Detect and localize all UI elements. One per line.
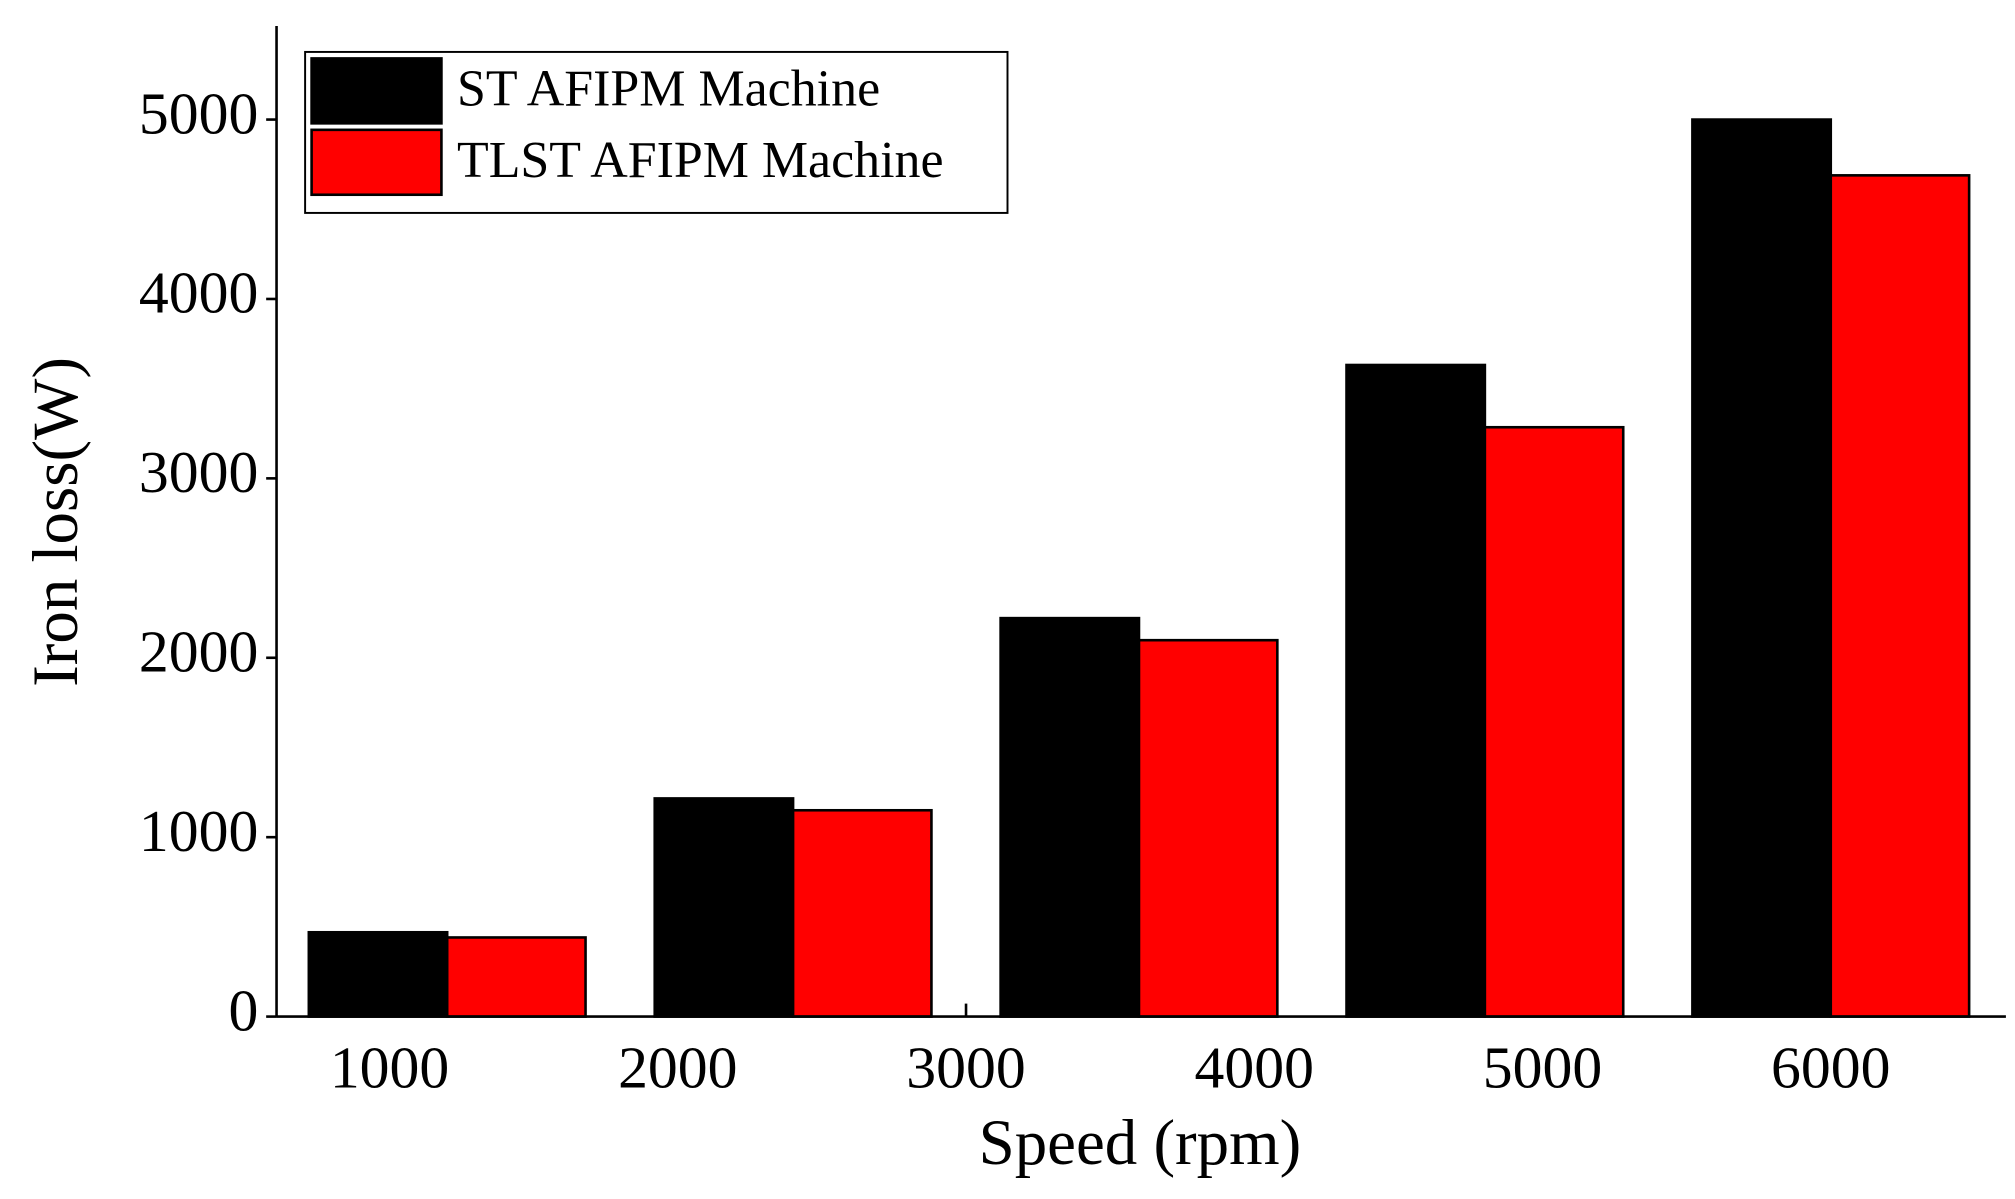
x-tick-label: 1000 bbox=[330, 1034, 449, 1100]
legend: ST AFIPM Machine TLST AFIPM Machine bbox=[304, 50, 1009, 214]
y-tick-label: 1000 bbox=[139, 798, 258, 864]
y-tick-label: 5000 bbox=[139, 80, 258, 146]
bar bbox=[999, 616, 1141, 1018]
bar bbox=[1691, 118, 1833, 1018]
bar bbox=[1829, 174, 1971, 1018]
bar bbox=[791, 808, 933, 1018]
bar bbox=[307, 930, 449, 1018]
legend-label: ST AFIPM Machine bbox=[457, 60, 880, 117]
x-tick-label: 2000 bbox=[618, 1034, 737, 1100]
y-tick-label: 0 bbox=[229, 977, 259, 1043]
y-axis-title: Iron loss(W) bbox=[20, 357, 92, 687]
x-tick-label: 4000 bbox=[1195, 1034, 1314, 1100]
legend-swatch bbox=[310, 128, 443, 197]
legend-swatch bbox=[310, 57, 443, 125]
x-tick-label: 6000 bbox=[1771, 1034, 1890, 1100]
bar bbox=[1483, 425, 1625, 1018]
bar bbox=[1137, 638, 1279, 1018]
y-tick-label: 4000 bbox=[139, 260, 258, 326]
x-tick-label: 5000 bbox=[1483, 1034, 1602, 1100]
x-axis-title: Speed (rpm) bbox=[979, 1107, 1302, 1179]
bar bbox=[653, 797, 795, 1018]
y-tick-label: 2000 bbox=[139, 618, 258, 684]
legend-label: TLST AFIPM Machine bbox=[457, 132, 944, 189]
y-tick-label: 3000 bbox=[139, 439, 258, 505]
bar bbox=[1345, 363, 1487, 1018]
bar bbox=[445, 936, 587, 1018]
x-tick-label: 3000 bbox=[906, 1034, 1025, 1100]
